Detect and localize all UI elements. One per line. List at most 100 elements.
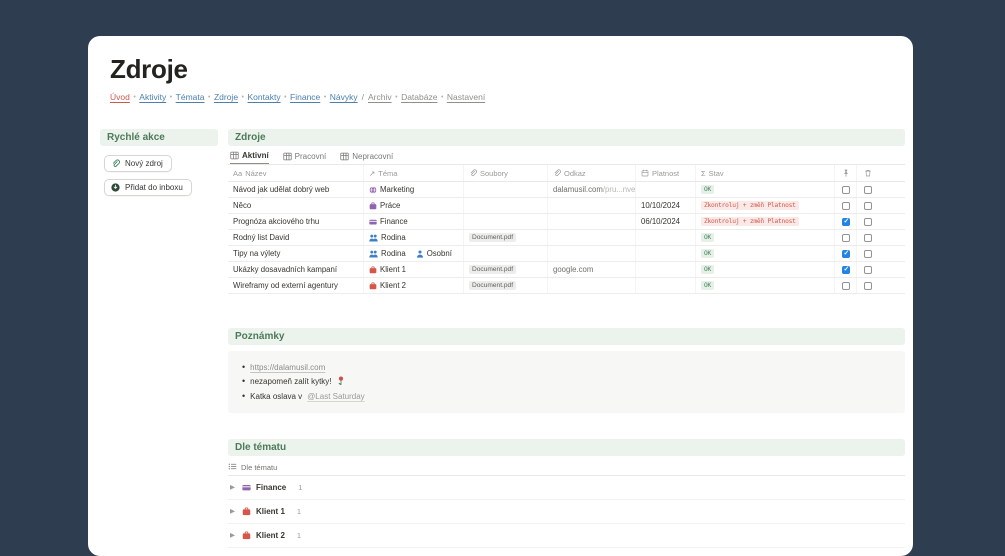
resource-name[interactable]: Tipy na výlety	[228, 246, 364, 261]
group-label[interactable]: Klient 1	[256, 506, 285, 516]
by-topic-section: Dle tématu Dle tématu ▶ Finance 1 ▶ Klie…	[228, 438, 905, 548]
breadcrumb-link[interactable]: Úvod	[110, 92, 130, 102]
resource-name[interactable]: Rodný list David	[228, 230, 364, 245]
breadcrumb-link[interactable]: Finance	[290, 92, 321, 102]
pin-checkbox[interactable]	[841, 201, 850, 210]
group-label[interactable]: Finance	[256, 482, 287, 492]
resource-link[interactable]: google.com	[553, 265, 594, 274]
pin-checkbox[interactable]	[841, 185, 850, 194]
note-link[interactable]: https://dalamusil.com	[250, 362, 326, 372]
file-chip[interactable]: Document.pdf	[469, 233, 517, 242]
topic-chip[interactable]: Rodina	[369, 233, 406, 242]
topic-chip[interactable]: Práce	[369, 201, 400, 210]
breadcrumb-slash: /	[361, 92, 364, 102]
rose-icon	[337, 376, 345, 388]
resource-name[interactable]: Prognóza akciového trhu	[228, 214, 364, 229]
column-nazev[interactable]: Aa Název	[228, 165, 364, 181]
add-to-inbox-button[interactable]: Přidat do inboxu	[104, 179, 192, 196]
trash-checkbox[interactable]	[864, 249, 872, 258]
notes-section-title: Poznámky	[228, 328, 905, 345]
note-item: • Katka oslava v @Last Saturday	[242, 389, 901, 404]
platnost-value: 10/10/2024	[636, 198, 696, 213]
column-soubory[interactable]: Soubory	[464, 165, 548, 181]
pin-checkbox[interactable]	[841, 265, 850, 274]
toggle-icon[interactable]: ▶	[230, 532, 235, 539]
topic-chip[interactable]: Klient 2	[369, 281, 406, 290]
column-odkaz[interactable]: Odkaz	[548, 165, 636, 181]
column-stav[interactable]: Σ Stav	[696, 165, 835, 181]
status-badge: OK	[701, 265, 715, 274]
trash-checkbox[interactable]	[864, 265, 872, 274]
bullet-icon: •	[242, 390, 246, 401]
column-platnost[interactable]: Platnost	[636, 165, 696, 181]
breadcrumb-separator: •	[395, 93, 398, 101]
group-count: 1	[296, 530, 302, 540]
pin-checkbox[interactable]	[841, 217, 850, 226]
tab-pracovni[interactable]: Pracovní	[283, 152, 326, 164]
paperclip-icon	[111, 159, 120, 168]
inbox-icon	[111, 183, 120, 192]
table-row[interactable]: Ukázky dosavadních kampaní Klient 1 Docu…	[228, 262, 905, 278]
toggle-icon[interactable]: ▶	[230, 484, 235, 491]
breadcrumb-link[interactable]: Kontakty	[247, 92, 281, 102]
trash-checkbox[interactable]	[864, 185, 872, 194]
note-text: Katka oslava v	[250, 391, 303, 401]
topic-chip[interactable]: Marketing	[369, 185, 414, 194]
file-chip[interactable]: Document.pdf	[469, 265, 517, 274]
status-badge: Zkontroluj + změň Platnost	[701, 217, 799, 226]
add-to-inbox-label: Přidat do inboxu	[125, 183, 183, 192]
column-tema[interactable]: ↗ Téma	[364, 165, 464, 181]
table-row[interactable]: Wireframy od externí agentury Klient 2 D…	[228, 278, 905, 294]
calendar-icon	[641, 169, 649, 177]
column-pin[interactable]	[835, 165, 857, 181]
breadcrumb-link[interactable]: Archiv	[367, 92, 392, 102]
group-label[interactable]: Klient 2	[256, 530, 285, 540]
column-trash[interactable]	[857, 165, 879, 181]
resource-name[interactable]: Něco	[228, 198, 364, 213]
resource-name[interactable]: Ukázky dosavadních kampaní	[228, 262, 364, 277]
breadcrumb: Úvod • Aktivity • Témata • Zdroje • Kont…	[110, 92, 905, 102]
trash-checkbox[interactable]	[864, 201, 872, 210]
tab-nepracovni[interactable]: Nepracovní	[340, 152, 393, 164]
toggle-icon[interactable]: ▶	[230, 508, 235, 515]
table-row[interactable]: Rodný list David Rodina Document.pdf OK	[228, 230, 905, 246]
resource-name[interactable]: Návod jak udělat dobrý web	[228, 182, 364, 197]
table-row[interactable]: Tipy na výlety Rodina Osobní OK	[228, 246, 905, 262]
breadcrumb-link[interactable]: Témata	[175, 92, 205, 102]
resource-link[interactable]: dalamusil.com/pru...nverze	[553, 185, 636, 194]
trash-checkbox[interactable]	[864, 217, 872, 226]
table-header-row: Aa Název ↗ Téma Soubory Odkaz Platnost Σ St…	[228, 164, 905, 182]
table-row[interactable]: Něco Práce 10/10/2024 Zkontroluj + změň …	[228, 198, 905, 214]
status-badge: OK	[701, 233, 715, 242]
breadcrumb-link[interactable]: Zdroje	[213, 92, 239, 102]
breadcrumb-link[interactable]: Aktivity	[139, 92, 167, 102]
new-resource-button[interactable]: Nový zdroj	[104, 155, 172, 172]
topic-group-row: ▶ Klient 1 1	[228, 500, 905, 524]
table-row[interactable]: Návod jak udělat dobrý web Marketing dal…	[228, 182, 905, 198]
pin-icon	[842, 169, 850, 177]
topic-group-row: ▶ Klient 2 1	[228, 524, 905, 548]
breadcrumb-link[interactable]: Databáze	[401, 92, 438, 102]
table-row[interactable]: Prognóza akciového trhu Finance 06/10/20…	[228, 214, 905, 230]
topic-chip[interactable]: Rodina	[369, 249, 406, 258]
topic-chip[interactable]: Finance	[369, 217, 408, 226]
platnost-value: 06/10/2024	[636, 214, 696, 229]
pin-checkbox[interactable]	[841, 233, 850, 242]
tab-dle-tematu[interactable]: Dle tématu	[228, 460, 905, 476]
breadcrumb-link[interactable]: Návyky	[329, 92, 358, 102]
platnost-value	[636, 278, 696, 293]
date-mention[interactable]: @Last Saturday	[307, 391, 365, 401]
resource-name[interactable]: Wireframy od externí agentury	[228, 278, 364, 293]
topic-chip[interactable]: Osobní	[416, 249, 452, 258]
pin-checkbox[interactable]	[841, 281, 850, 290]
breadcrumb-link[interactable]: Nastavení	[446, 92, 486, 102]
file-chip[interactable]: Document.pdf	[469, 281, 517, 290]
new-resource-label: Nový zdroj	[125, 159, 163, 168]
tab-aktivni[interactable]: Aktivní	[230, 151, 269, 164]
table-view-icon	[340, 152, 349, 161]
trash-checkbox[interactable]	[864, 281, 872, 290]
trash-checkbox[interactable]	[864, 233, 872, 242]
pin-checkbox[interactable]	[841, 249, 850, 258]
topic-chip[interactable]: Klient 1	[369, 265, 406, 274]
briefcase-icon	[242, 530, 251, 540]
